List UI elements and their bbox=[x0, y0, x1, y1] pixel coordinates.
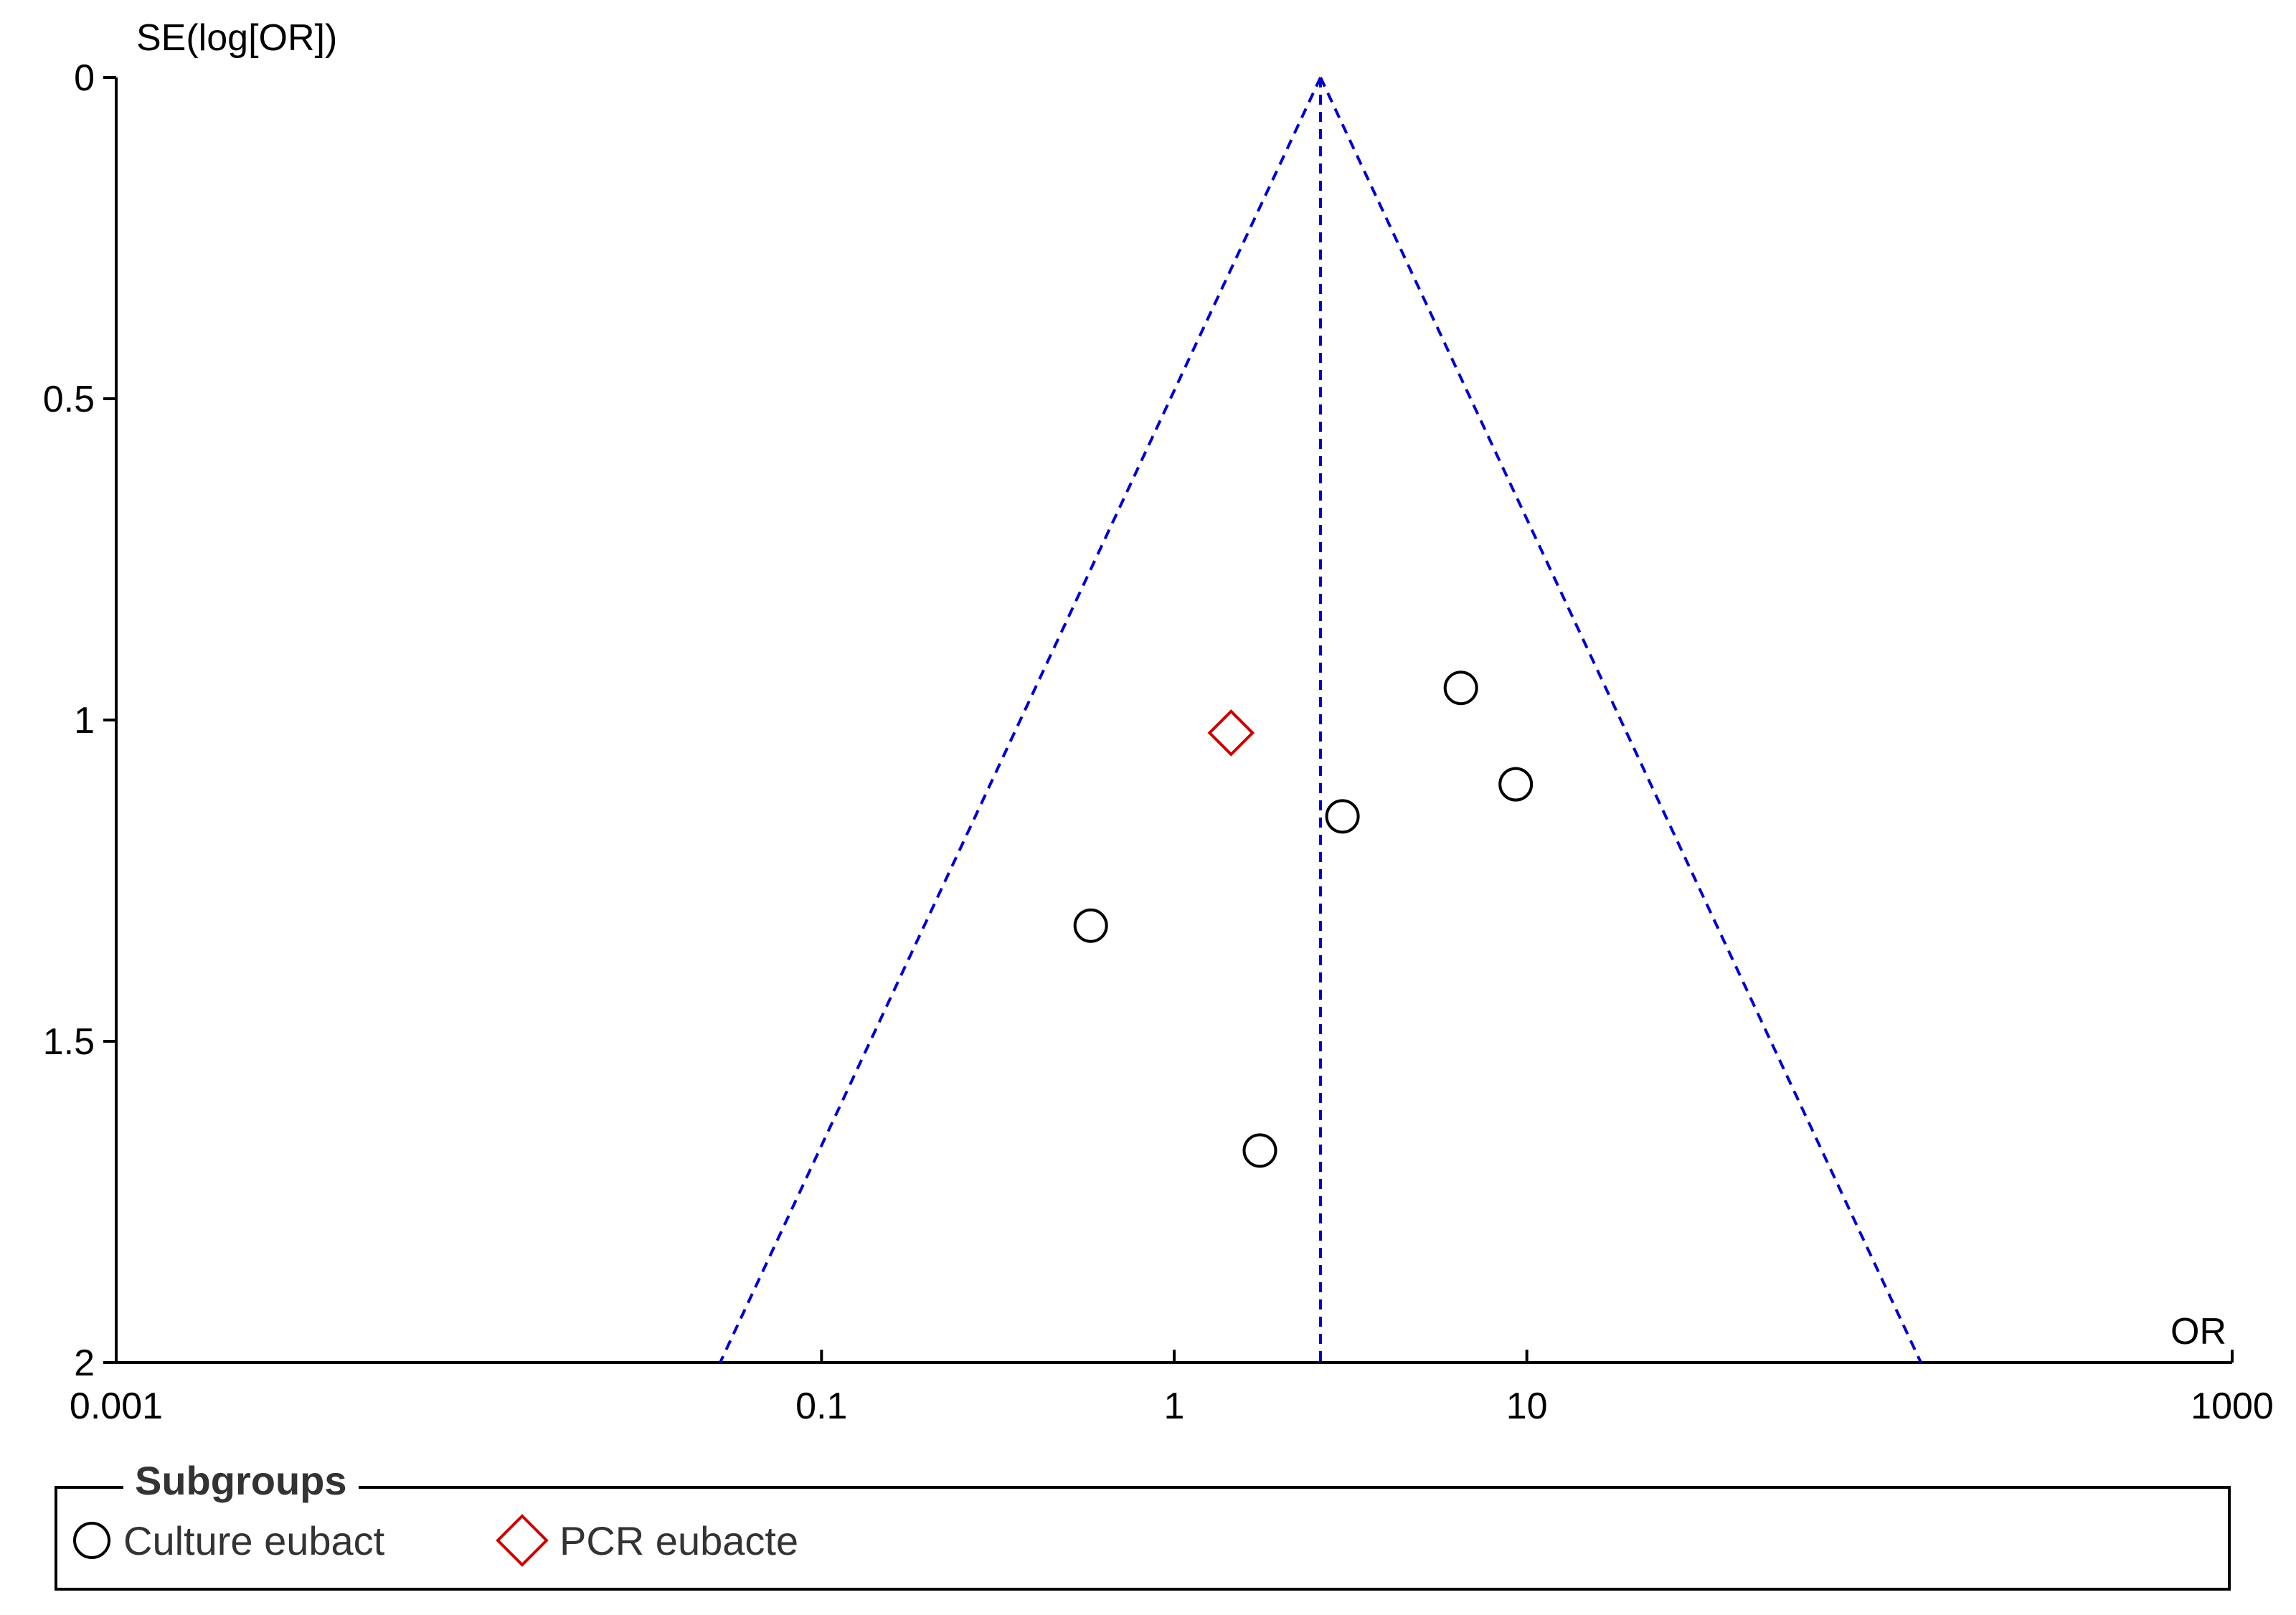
data-point-circle bbox=[1443, 671, 1478, 706]
legend-item-pcr: PCR eubacte bbox=[495, 1513, 798, 1568]
data-point-diamond bbox=[1207, 709, 1255, 757]
data-point-circle bbox=[1498, 767, 1534, 802]
legend-box bbox=[55, 1486, 2231, 1591]
legend-label-culture: Culture eubact bbox=[123, 1517, 385, 1563]
x-axis-title: OR bbox=[2170, 1311, 2226, 1353]
x-tick-label: 0.1 bbox=[795, 1386, 847, 1427]
diamond-marker-icon bbox=[496, 1514, 549, 1567]
y-axis-title: SE(log[OR]) bbox=[136, 17, 337, 59]
legend-title: Subgroups bbox=[123, 1456, 359, 1506]
y-tick-label: 1.5 bbox=[43, 1021, 95, 1063]
x-tick-label: 10 bbox=[1506, 1386, 1548, 1427]
legend-label-pcr: PCR eubacte bbox=[559, 1517, 799, 1563]
circle-marker-icon bbox=[73, 1522, 110, 1559]
x-tick-label: 1000 bbox=[2191, 1386, 2274, 1427]
funnel-right-limit bbox=[1319, 77, 1922, 1363]
legend-item-culture: Culture eubact bbox=[70, 1513, 384, 1568]
data-point-circle bbox=[1242, 1133, 1277, 1168]
data-point-circle bbox=[1073, 908, 1108, 943]
funnel-left-limit bbox=[719, 77, 1322, 1363]
y-tick-label: 1 bbox=[74, 700, 95, 742]
data-points bbox=[1073, 671, 1534, 1168]
x-tick-label: 1 bbox=[1164, 1386, 1185, 1427]
y-tick-label: 0.5 bbox=[43, 379, 95, 420]
y-tick-label: 2 bbox=[74, 1342, 95, 1384]
axes: 0 0.5 1 1.5 2 0.001 0.1 1 10 1000 SE(log[OR]) OR bbox=[43, 17, 2274, 1427]
y-tick-label: 0 bbox=[74, 57, 95, 99]
y-ticks: 0 0.5 1 1.5 2 bbox=[43, 57, 116, 1384]
funnel-lines bbox=[719, 77, 1922, 1363]
x-tick-label: 0.001 bbox=[70, 1386, 163, 1427]
data-point-circle bbox=[1325, 799, 1360, 834]
x-ticks: 0.001 0.1 1 10 1000 bbox=[70, 1350, 2274, 1427]
